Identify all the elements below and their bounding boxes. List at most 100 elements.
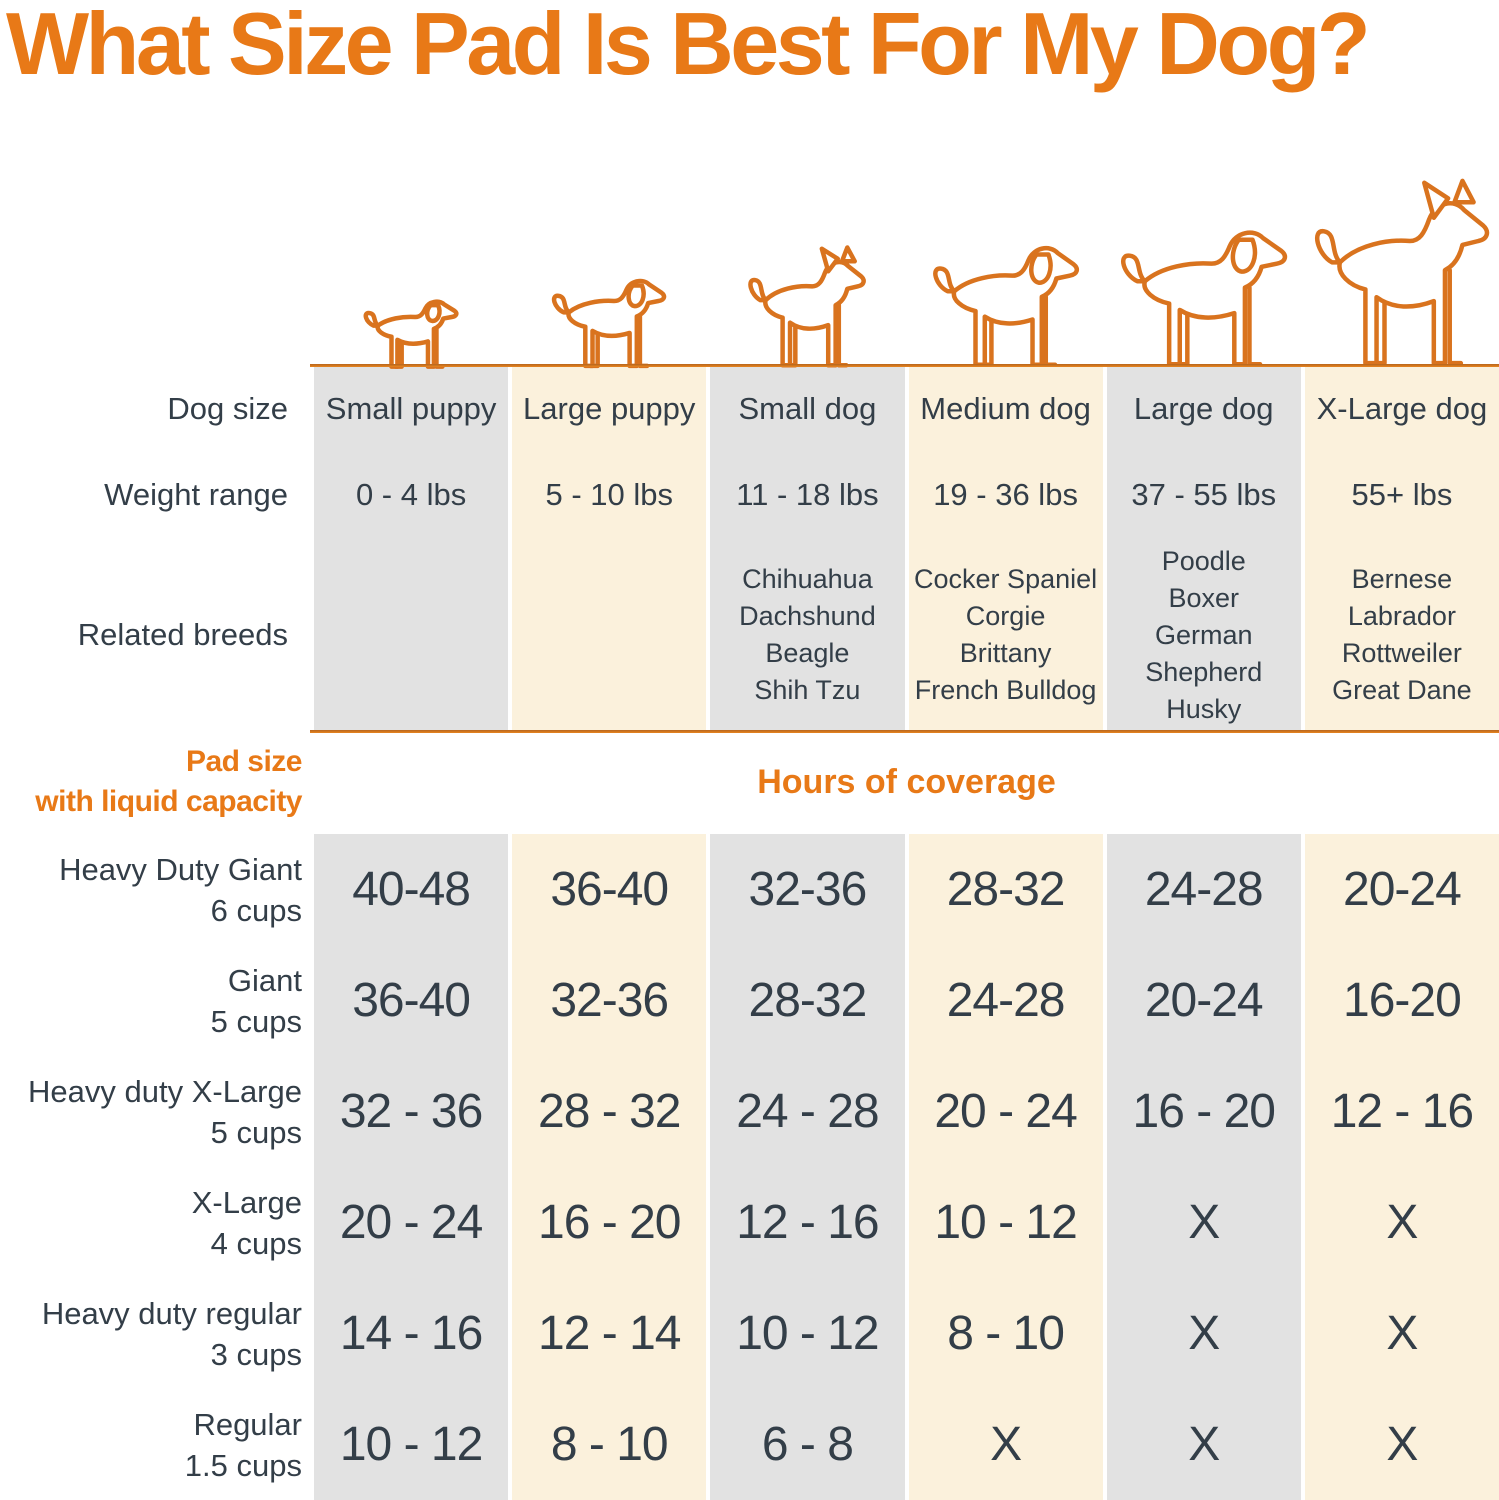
dog-size-small-puppy: Small puppy (314, 367, 509, 450)
pad-name: Heavy duty X-Large (28, 1073, 302, 1109)
hours-cell: 6 - 8 (710, 1389, 905, 1500)
breed-name: Dachshund (739, 601, 876, 631)
hours-cell: 14 - 16 (314, 1278, 509, 1389)
breed-name: Poodle (1161, 545, 1246, 576)
pad-size-section-label: Pad size with liquid capacity (0, 730, 310, 834)
hours-cell: X (1106, 1278, 1301, 1389)
weight-x-large-dog: 55+ lbs (1304, 450, 1499, 540)
breed-name: German Shepherd (1145, 619, 1263, 687)
pad-capacity: 5 cups (210, 1114, 302, 1150)
dog-cell-small-dog (710, 97, 904, 367)
pad-name: Giant (227, 962, 302, 998)
breeds-small-dog: Chihuahua Dachshund Beagle Shih Tzu (710, 540, 905, 730)
breed-name: Chihuahua (742, 564, 873, 594)
hours-cell: 24-28 (908, 945, 1103, 1056)
hours-cell: 28 - 32 (512, 1056, 707, 1167)
pad-capacity: 3 cups (210, 1336, 302, 1372)
hours-cell: 28-32 (710, 945, 905, 1056)
weight-small-dog: 11 - 18 lbs (710, 450, 905, 540)
dog-size-medium-dog: Medium dog (908, 367, 1103, 450)
hours-cell: 20-24 (1106, 945, 1301, 1056)
dog-cell-large-dog (1107, 97, 1301, 367)
hours-cell: 20 - 24 (908, 1056, 1103, 1167)
hours-cell: 12 - 16 (710, 1167, 905, 1278)
large-puppy-outline-icon (541, 267, 677, 369)
weight-small-puppy: 0 - 4 lbs (314, 450, 509, 540)
medium-dog-outline-icon (918, 229, 1093, 369)
breed-name: Corgie (965, 601, 1046, 631)
weight-medium-dog: 19 - 36 lbs (908, 450, 1103, 540)
pad-capacity: 5 cups (210, 1003, 302, 1039)
breeds-x-large-dog: Bernese Labrador Rottweiler Great Dane (1304, 540, 1499, 730)
pad-name: Heavy duty regular (41, 1295, 302, 1331)
dog-cell-x-large-dog (1305, 97, 1499, 367)
breed-name: Husky (1166, 693, 1242, 724)
pad-capacity: 4 cups (210, 1225, 302, 1261)
breed-name: Labrador (1347, 601, 1456, 631)
hours-cell: 10 - 12 (314, 1389, 509, 1500)
breed-name: French Bulldog (914, 675, 1097, 705)
hours-cell: 12 - 14 (512, 1278, 707, 1389)
dog-cell-large-puppy (512, 97, 706, 367)
dog-size-large-dog: Large dog (1106, 367, 1301, 450)
hours-cell: 32-36 (512, 945, 707, 1056)
pad-row-label-regular: Regular 1.5 cups (0, 1389, 310, 1500)
hours-cell: 20-24 (1304, 834, 1499, 945)
pad-capacity: 6 cups (210, 892, 302, 928)
row-label-dog-size: Dog size (167, 390, 288, 426)
breed-name: Shih Tzu (754, 675, 861, 705)
breeds-medium-dog: Cocker Spaniel Corgie Brittany French Bu… (908, 540, 1103, 730)
pad-row-label-giant: Giant 5 cups (0, 945, 310, 1056)
breed-name: Great Dane (1332, 675, 1472, 705)
pad-row-label-heavy-duty-x-large: Heavy duty X-Large 5 cups (0, 1056, 310, 1167)
size-comparison-table: Dog size Small puppy Large puppy Small d… (0, 97, 1499, 1500)
dog-size-small-dog: Small dog (710, 367, 905, 450)
large-dog-outline-icon (1104, 211, 1304, 369)
hours-cell: X (1304, 1278, 1499, 1389)
hours-cell: 16-20 (1304, 945, 1499, 1056)
hours-cell: 20 - 24 (314, 1167, 509, 1278)
pad-size-label-line1: Pad size (185, 745, 303, 778)
pad-row-label-heavy-duty-regular: Heavy duty regular 3 cups (0, 1278, 310, 1389)
small-puppy-outline-icon (355, 291, 467, 369)
hours-cell: 32 - 36 (314, 1056, 509, 1167)
x-large-dog-outline-icon (1297, 177, 1499, 369)
dog-cell-small-puppy (314, 97, 508, 367)
breed-name: Boxer (1168, 582, 1240, 613)
hours-cell: 8 - 10 (908, 1278, 1103, 1389)
hours-cell: 36-40 (512, 834, 707, 945)
hours-cell: 28-32 (908, 834, 1103, 945)
breeds-small-puppy (314, 540, 509, 730)
hours-cell: 10 - 12 (908, 1167, 1103, 1278)
section-divider-line (310, 730, 1499, 733)
hours-cell: X (1304, 1167, 1499, 1278)
hours-cell: X (1304, 1389, 1499, 1500)
breeds-large-puppy (512, 540, 707, 730)
hours-cell: 24 - 28 (710, 1056, 905, 1167)
pad-name: Regular (193, 1406, 302, 1442)
corner-spacer (0, 97, 310, 367)
hours-cell: 32-36 (710, 834, 905, 945)
hours-cell: X (1106, 1167, 1301, 1278)
pad-name: X-Large (191, 1184, 302, 1220)
pad-row-label-x-large: X-Large 4 cups (0, 1167, 310, 1278)
row-label-related-breeds: Related breeds (77, 617, 288, 652)
hours-cell: 10 - 12 (710, 1278, 905, 1389)
hours-cell: 12 - 16 (1304, 1056, 1499, 1167)
breed-name: Bernese (1351, 564, 1453, 594)
hours-cell: X (908, 1389, 1103, 1500)
breed-name: Brittany (959, 638, 1052, 668)
row-label-weight-range: Weight range (104, 477, 288, 512)
hours-of-coverage-header: Hours of coverage (757, 762, 1056, 801)
pad-capacity: 1.5 cups (184, 1447, 302, 1483)
hours-cell: 16 - 20 (512, 1167, 707, 1278)
weight-large-dog: 37 - 55 lbs (1106, 450, 1301, 540)
pad-size-label-line2: with liquid capacity (35, 785, 302, 818)
pad-name: Heavy Duty Giant (59, 851, 302, 887)
hours-cell: 16 - 20 (1106, 1056, 1301, 1167)
page-title: What Size Pad Is Best For My Dog? (6, 0, 1371, 93)
ground-line (310, 364, 1499, 367)
hours-cell: 40-48 (314, 834, 509, 945)
breed-name: Cocker Spaniel (914, 564, 1098, 594)
